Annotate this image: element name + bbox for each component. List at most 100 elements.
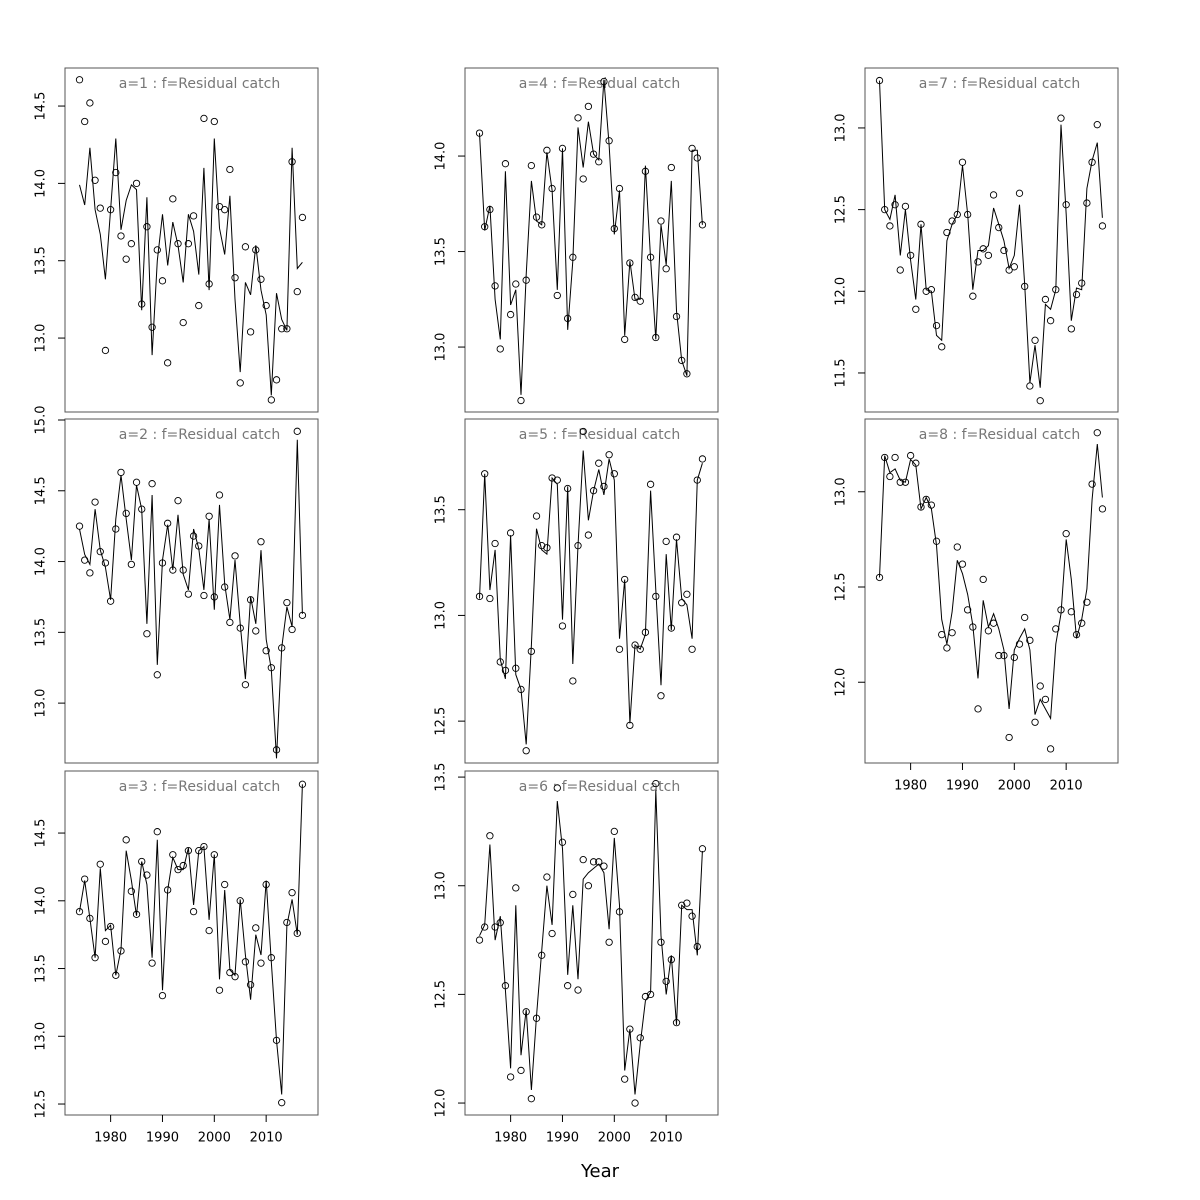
x-axis-label: Year bbox=[580, 1161, 620, 1182]
y-tick-label: 13.0 bbox=[434, 333, 449, 362]
panel: a=4 : f=Residual catch 13.0 13.5 14.0 bbox=[434, 67, 719, 413]
observed-point bbox=[158, 991, 167, 1000]
observed-point bbox=[517, 396, 525, 405]
observed-point bbox=[241, 681, 250, 689]
observed-point bbox=[215, 491, 224, 499]
observed-point bbox=[621, 335, 629, 344]
observed-point bbox=[662, 265, 670, 273]
y-tick-label: 13.5 bbox=[34, 618, 49, 647]
plot-frame bbox=[464, 770, 719, 1116]
observed-point bbox=[501, 160, 510, 168]
observed-point bbox=[153, 671, 161, 679]
y-tick-label: 14.5 bbox=[34, 92, 49, 121]
observed-point bbox=[984, 627, 993, 635]
observed-point bbox=[517, 1066, 525, 1075]
observed-point bbox=[246, 328, 255, 336]
observed-point bbox=[158, 277, 167, 285]
observed-point bbox=[1052, 625, 1060, 633]
observed-point bbox=[132, 478, 141, 486]
observed-point bbox=[652, 779, 660, 788]
observed-point bbox=[272, 376, 281, 384]
observed-point bbox=[906, 451, 915, 460]
observed-point bbox=[184, 590, 193, 598]
observed-point bbox=[1036, 682, 1044, 690]
observed-point bbox=[221, 206, 229, 214]
observed-point bbox=[543, 873, 551, 881]
observed-point bbox=[969, 292, 977, 300]
observed-point bbox=[210, 117, 218, 126]
observed-point bbox=[252, 627, 260, 635]
observed-point bbox=[595, 858, 603, 866]
observed-point bbox=[943, 228, 951, 237]
plot-frame bbox=[64, 770, 319, 1116]
observed-point bbox=[117, 232, 125, 240]
observed-point bbox=[688, 645, 696, 653]
observed-point bbox=[112, 168, 120, 177]
panel-title: a=8 : f=Residual catch bbox=[919, 427, 1080, 443]
observed-point bbox=[579, 427, 587, 436]
observed-point bbox=[267, 396, 275, 404]
observed-point bbox=[215, 202, 224, 211]
observed-point bbox=[1015, 189, 1024, 197]
observed-point bbox=[527, 161, 536, 170]
observed-point bbox=[91, 498, 99, 506]
observed-point bbox=[958, 560, 967, 568]
fitted-line bbox=[879, 80, 1103, 388]
observed-point bbox=[1046, 745, 1055, 753]
observed-point bbox=[1067, 325, 1075, 333]
observed-point bbox=[958, 158, 967, 166]
observed-point bbox=[278, 325, 286, 333]
observed-point bbox=[148, 959, 156, 967]
observed-point bbox=[579, 175, 587, 183]
observed-point bbox=[506, 310, 515, 319]
observed-point bbox=[610, 470, 618, 478]
observed-point bbox=[595, 459, 603, 467]
x-tick-label: 2010 bbox=[650, 1131, 683, 1146]
observed-point bbox=[1062, 530, 1070, 538]
x-tick-label: 1990 bbox=[146, 1131, 179, 1146]
observed-point bbox=[205, 926, 213, 935]
observed-point bbox=[1088, 480, 1096, 488]
observed-point bbox=[1093, 121, 1101, 129]
y-tick-label: 13.0 bbox=[434, 871, 449, 900]
y-tick-label: 13.0 bbox=[434, 601, 449, 630]
observed-point bbox=[688, 912, 696, 920]
observed-point bbox=[101, 937, 110, 946]
fitted-line bbox=[479, 450, 703, 745]
observed-point bbox=[205, 512, 213, 520]
observed-point bbox=[189, 907, 198, 916]
panel: a=5 : f=Residual catch 12.5 13.0 13.5 bbox=[434, 418, 719, 764]
fitted-line bbox=[479, 79, 703, 395]
observed-point bbox=[293, 288, 301, 296]
observed-point bbox=[683, 590, 691, 598]
y-tick-label: 13.0 bbox=[34, 1022, 49, 1051]
observed-point bbox=[143, 223, 151, 231]
x-tick-label: 1990 bbox=[546, 1131, 579, 1146]
observed-point bbox=[506, 1073, 515, 1081]
observed-point bbox=[164, 359, 172, 367]
x-tick-label: 1980 bbox=[494, 1131, 527, 1146]
observed-point bbox=[938, 343, 946, 351]
observed-point bbox=[86, 569, 94, 577]
observed-point bbox=[979, 245, 987, 253]
y-tick-label: 12.5 bbox=[434, 707, 449, 736]
observed-point bbox=[553, 291, 561, 300]
observed-point bbox=[200, 114, 208, 123]
fitted-line bbox=[479, 790, 703, 1095]
observed-point bbox=[1057, 114, 1065, 122]
observed-point bbox=[943, 644, 951, 652]
observed-point bbox=[512, 280, 520, 288]
panel-title: a=2 : f=Residual catch bbox=[119, 427, 280, 443]
observed-point bbox=[169, 195, 177, 203]
observed-point bbox=[564, 982, 572, 990]
observed-point bbox=[293, 427, 301, 435]
observed-point bbox=[896, 266, 904, 274]
observed-point bbox=[657, 692, 665, 700]
observed-point bbox=[174, 497, 182, 505]
observed-point bbox=[1000, 246, 1008, 255]
observed-point bbox=[1083, 598, 1091, 606]
y-tick-label: 13.5 bbox=[434, 237, 449, 266]
observed-point bbox=[615, 645, 624, 653]
panel: a=7 : f=Residual catch 11.5 12.0 12.5 13.0 bbox=[834, 67, 1119, 413]
observed-point bbox=[584, 531, 593, 539]
